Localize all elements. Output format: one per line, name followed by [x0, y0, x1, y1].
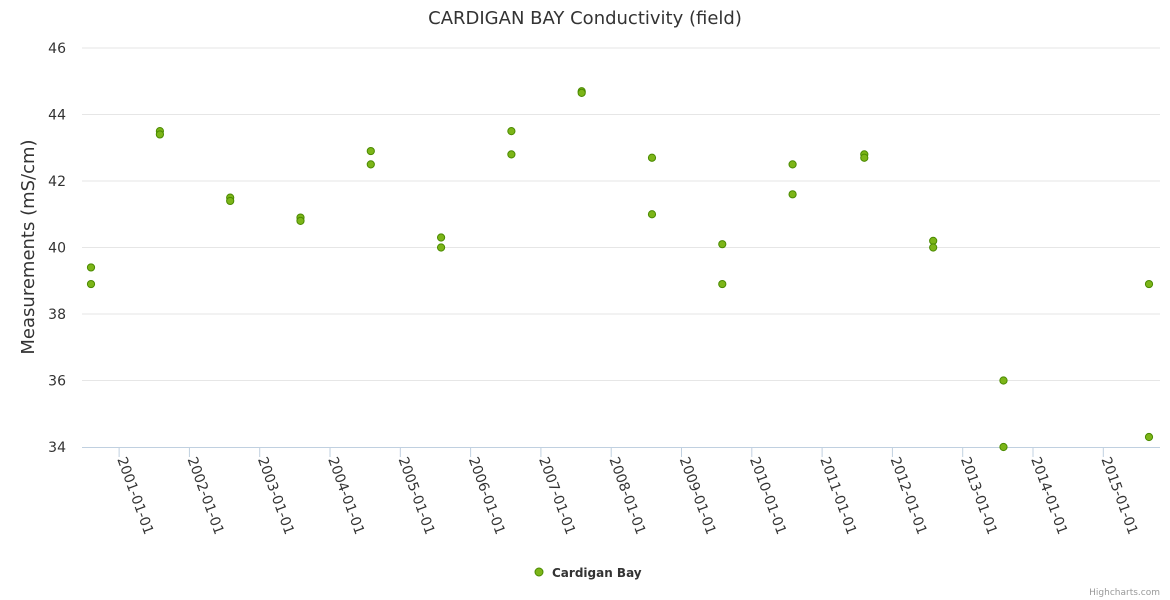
y-tick-label: 42: [48, 174, 66, 190]
data-point[interactable]: [929, 243, 938, 252]
data-point[interactable]: [647, 210, 657, 219]
credit-link[interactable]: Highcharts.com: [1089, 588, 1160, 598]
data-point[interactable]: [436, 233, 446, 242]
data-point[interactable]: [860, 153, 869, 162]
y-tick-label: 34: [48, 440, 66, 456]
chart-title: CARDIGAN BAY Conductivity (field): [428, 8, 742, 29]
data-point[interactable]: [647, 153, 657, 162]
data-point[interactable]: [507, 127, 516, 136]
data-point[interactable]: [155, 130, 164, 139]
y-tick-label: 36: [48, 374, 66, 390]
series-points: [86, 87, 1154, 452]
y-axis-label: Measurements (mS/cm): [18, 139, 39, 354]
y-tick-label: 38: [48, 307, 66, 323]
data-point[interactable]: [999, 442, 1008, 452]
data-point[interactable]: [507, 150, 516, 159]
y-axis-ticks: 34 36 38 40 42 44 46: [48, 41, 66, 456]
data-point[interactable]: [929, 236, 938, 245]
data-point[interactable]: [1144, 432, 1154, 442]
legend-marker: [534, 567, 544, 577]
data-point[interactable]: [999, 376, 1008, 385]
legend[interactable]: Cardigan Bay: [534, 566, 642, 580]
data-point[interactable]: [788, 160, 797, 169]
data-point[interactable]: [226, 196, 235, 206]
data-point[interactable]: [296, 216, 305, 225]
y-tick-label: 40: [48, 241, 66, 257]
y-tick-label: 46: [48, 41, 66, 57]
grid-lines: [82, 47, 1160, 381]
data-point[interactable]: [86, 279, 96, 289]
legend-item-cardigan-bay[interactable]: Cardigan Bay: [552, 566, 642, 580]
data-point[interactable]: [366, 146, 375, 156]
data-point[interactable]: [577, 88, 586, 97]
data-point[interactable]: [788, 190, 797, 199]
data-point[interactable]: [86, 263, 96, 272]
data-point[interactable]: [718, 279, 727, 289]
data-point[interactable]: [366, 160, 375, 169]
y-tick-label: 44: [48, 108, 66, 124]
data-point[interactable]: [436, 243, 446, 252]
data-point[interactable]: [718, 240, 727, 249]
data-point[interactable]: [1144, 279, 1154, 289]
